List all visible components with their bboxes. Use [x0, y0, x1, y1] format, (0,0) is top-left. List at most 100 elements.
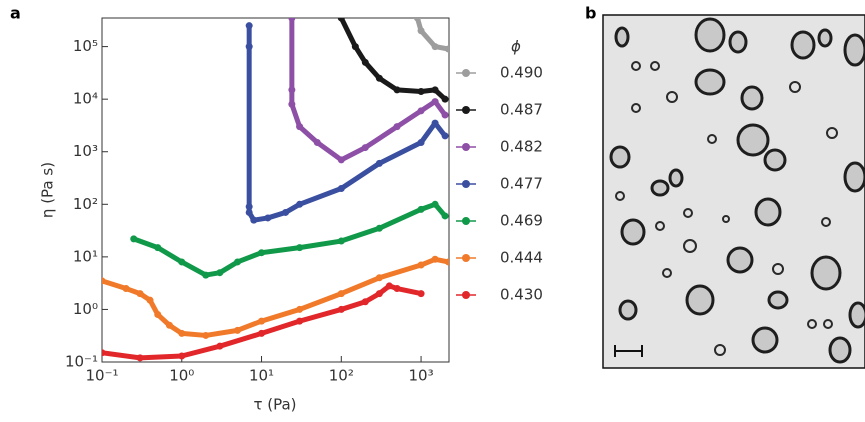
- page: {"chart_data": {"type": "scatter", "pane…: [0, 0, 865, 418]
- figure: a b τ (Pa) η (Pa s) ϕ: [0, 0, 865, 418]
- data-point: [418, 27, 425, 34]
- legend-marker: [462, 106, 470, 114]
- legend-label: 0.477: [500, 175, 543, 193]
- data-point: [216, 269, 223, 276]
- data-point: [296, 201, 303, 208]
- data-point: [386, 282, 393, 289]
- panel-label: b: [585, 4, 596, 23]
- data-point: [432, 43, 439, 50]
- legend-label: 0.444: [500, 249, 543, 267]
- data-point: [418, 139, 425, 146]
- data-point: [202, 332, 209, 339]
- data-point: [418, 107, 425, 114]
- data-point: [432, 86, 439, 93]
- legend-label: 0.490: [500, 64, 543, 82]
- y-tick-label: 10³: [73, 142, 98, 160]
- legend-label: 0.482: [500, 138, 543, 156]
- data-point: [246, 209, 253, 216]
- data-point: [130, 235, 137, 242]
- data-point: [296, 318, 303, 325]
- data-point: [338, 156, 345, 163]
- legend-label: 0.469: [500, 212, 543, 230]
- data-point: [282, 209, 289, 216]
- legend-marker: [462, 143, 470, 151]
- series-line: [341, 18, 445, 99]
- legend-marker: [462, 69, 470, 77]
- data-point: [338, 306, 345, 313]
- data-point: [418, 290, 425, 297]
- data-point: [314, 139, 321, 146]
- data-point: [99, 349, 106, 356]
- data-point: [376, 225, 383, 232]
- data-point: [432, 201, 439, 208]
- y-axis-label: η (Pa s): [39, 162, 57, 218]
- data-point: [246, 22, 253, 29]
- data-point: [445, 258, 452, 265]
- data-point: [234, 327, 241, 334]
- legend-marker: [462, 291, 470, 299]
- data-point: [137, 354, 144, 361]
- y-tick-label: 10²: [73, 195, 98, 213]
- data-point: [288, 86, 295, 93]
- x-axis-label: τ (Pa): [253, 396, 296, 414]
- series-line: [249, 26, 445, 220]
- data-point: [338, 185, 345, 192]
- data-point: [362, 59, 369, 66]
- data-point: [258, 249, 265, 256]
- data-point: [178, 258, 185, 265]
- data-point: [137, 290, 144, 297]
- y-tick-label: 10⁵: [73, 37, 98, 55]
- data-point: [394, 123, 401, 130]
- data-point: [442, 212, 449, 219]
- data-point: [338, 238, 345, 245]
- y-tick-label: 10⁴: [73, 90, 98, 108]
- data-point: [362, 144, 369, 151]
- legend-label: 0.430: [500, 286, 543, 304]
- data-point: [154, 311, 161, 318]
- data-point: [296, 306, 303, 313]
- data-point: [338, 290, 345, 297]
- data-point: [296, 123, 303, 130]
- data-point: [123, 285, 130, 292]
- data-point: [202, 272, 209, 279]
- panel-label: a: [10, 4, 21, 23]
- data-point: [362, 298, 369, 305]
- data-point: [376, 160, 383, 167]
- data-point: [442, 132, 449, 139]
- data-point: [445, 46, 452, 53]
- legend-marker: [462, 217, 470, 225]
- y-tick-label: 10⁻¹: [65, 353, 98, 371]
- data-point: [288, 101, 295, 108]
- y-tick-label: 10⁰: [73, 300, 98, 318]
- data-point: [216, 343, 223, 350]
- data-point: [418, 88, 425, 95]
- legend-label: 0.487: [500, 101, 543, 119]
- x-tick-label: 10²: [329, 367, 354, 385]
- data-point: [296, 244, 303, 251]
- data-point: [166, 322, 173, 329]
- x-tick-label: 10¹: [249, 367, 274, 385]
- series-line: [102, 259, 448, 335]
- y-tick-label: 10¹: [73, 247, 98, 265]
- micrograph: [603, 15, 865, 368]
- data-point: [394, 86, 401, 93]
- data-point: [418, 262, 425, 269]
- data-point: [246, 43, 253, 50]
- data-point: [288, 15, 295, 22]
- data-point: [147, 297, 154, 304]
- data-point: [258, 330, 265, 337]
- data-point: [442, 96, 449, 103]
- data-point: [414, 15, 421, 22]
- x-tick-label: 10⁰: [169, 367, 194, 385]
- data-point: [154, 244, 161, 251]
- data-point: [178, 330, 185, 337]
- data-point: [432, 98, 439, 105]
- data-point: [264, 214, 271, 221]
- legend-title: ϕ: [511, 38, 521, 56]
- data-point: [352, 43, 359, 50]
- data-point: [338, 15, 345, 22]
- legend-marker: [462, 180, 470, 188]
- data-point: [234, 258, 241, 265]
- data-point: [258, 318, 265, 325]
- plot-area: [99, 15, 452, 362]
